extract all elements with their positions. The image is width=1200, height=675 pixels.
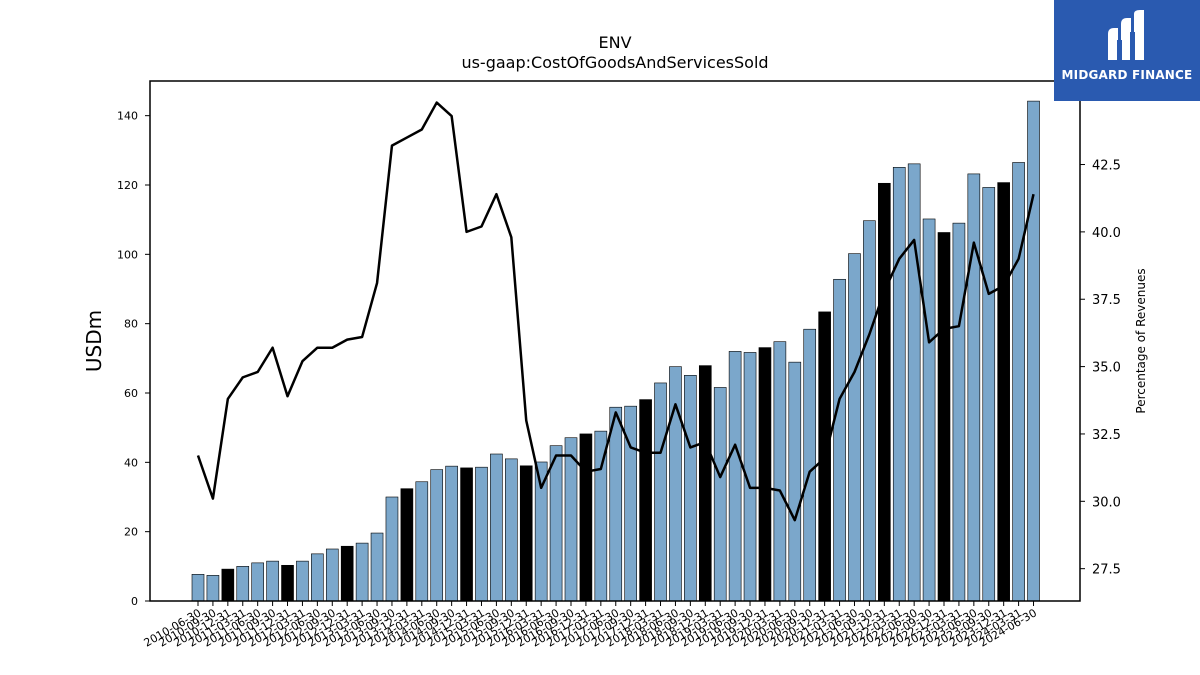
bar-2014-09-30 xyxy=(445,465,458,602)
bar-2018-03-31 xyxy=(654,382,667,602)
bar-2016-09-30 xyxy=(564,437,578,602)
percentage-of-revenues-line xyxy=(196,101,1035,522)
logo-text: MIDGARD FINANCE xyxy=(1061,68,1193,82)
bar-2013-09-30 xyxy=(385,496,399,602)
y2-tick-label: 32.5 xyxy=(1092,428,1121,443)
chart-subtitle: us-gaap:CostOfGoodsAndServicesSold xyxy=(461,53,768,72)
bar-2018-09-30 xyxy=(684,375,697,602)
bar-2015-06-30 xyxy=(490,453,503,602)
bar-2013-12-31 xyxy=(400,488,414,602)
y2-tick-label: 40.0 xyxy=(1092,226,1121,241)
bar-2017-06-30 xyxy=(609,406,623,602)
bar-2022-09-30 xyxy=(922,218,936,602)
bar-2018-06-30 xyxy=(669,366,682,602)
bar-2010-06-30 xyxy=(191,574,205,602)
y2-tick-label: 42.5 xyxy=(1092,159,1121,174)
bar-2019-03-31 xyxy=(713,387,727,602)
bar-2015-12-31 xyxy=(519,465,533,602)
bar-2023-03-31 xyxy=(952,222,966,602)
y-tick-label: 40 xyxy=(124,456,138,469)
bar-2016-12-31 xyxy=(579,433,593,602)
y-tick-label: 80 xyxy=(124,318,138,331)
bar-2012-06-30 xyxy=(311,553,324,602)
bar-2010-12-31 xyxy=(221,568,235,602)
chart-title: ENV xyxy=(598,33,631,52)
y2-axis: 27.5 30.0 32.5 35.0 37.5 40.0 42.5 xyxy=(1080,159,1121,578)
bar-2013-03-31 xyxy=(355,542,369,602)
y-axis-label: USDm xyxy=(82,310,106,372)
bar-2011-12-31 xyxy=(281,564,294,602)
bar-2012-03-31 xyxy=(296,560,309,602)
bar-series xyxy=(191,100,1040,602)
bar-2019-12-31 xyxy=(758,347,772,602)
midgard-logo-icon xyxy=(1108,10,1144,60)
bar-2018-12-31 xyxy=(698,365,712,602)
bar-2015-09-30 xyxy=(505,458,518,602)
bar-2014-03-31 xyxy=(415,481,429,602)
y2-axis-label: Percentage of Revenues xyxy=(1134,268,1148,413)
bar-2023-12-31 xyxy=(997,182,1010,602)
y-axis: 0 20 40 60 80 100 120 140 xyxy=(117,110,150,608)
bar-2024-06-30 xyxy=(1027,100,1040,602)
bar-2014-06-30 xyxy=(430,469,444,602)
y-tick-label: 60 xyxy=(124,387,138,400)
bar-2023-06-30 xyxy=(967,173,981,602)
y-tick-label: 0 xyxy=(131,595,138,608)
bar-2022-06-30 xyxy=(907,163,921,602)
bar-2022-12-31 xyxy=(937,232,951,602)
bar-2021-12-31 xyxy=(878,182,891,602)
bar-2020-03-31 xyxy=(773,341,787,602)
bar-2021-03-31 xyxy=(833,278,846,602)
plot-frame xyxy=(149,80,1081,602)
bar-2010-09-30 xyxy=(206,575,220,602)
bar-2014-12-31 xyxy=(460,467,473,602)
bar-2021-09-30 xyxy=(863,220,876,602)
bar-2012-09-30 xyxy=(325,548,339,602)
bar-2011-09-30 xyxy=(266,560,279,602)
y-tick-label: 140 xyxy=(117,110,138,123)
y2-tick-label: 35.0 xyxy=(1092,361,1121,376)
bar-2020-09-30 xyxy=(803,328,817,602)
y2-tick-label: 27.5 xyxy=(1092,563,1121,578)
bar-2024-03-31 xyxy=(1012,162,1025,602)
bar-2019-06-30 xyxy=(728,351,742,602)
bar-2016-06-30 xyxy=(549,445,563,602)
bar-2021-06-30 xyxy=(848,253,861,602)
bar-2020-06-30 xyxy=(788,361,802,602)
y-tick-label: 120 xyxy=(117,179,138,192)
bar-2022-03-31 xyxy=(892,167,906,602)
bar-2011-03-31 xyxy=(236,566,250,602)
bar-2011-06-30 xyxy=(251,562,264,602)
brand-logo: MIDGARD FINANCE xyxy=(1054,0,1200,101)
y-tick-label: 100 xyxy=(117,248,138,261)
bar-2017-12-31 xyxy=(639,399,652,602)
bar-2012-12-31 xyxy=(340,545,354,602)
bar-2023-09-30 xyxy=(982,187,996,602)
y-tick-label: 20 xyxy=(124,526,138,539)
y2-tick-label: 37.5 xyxy=(1092,293,1121,308)
line-series xyxy=(196,101,1035,522)
y2-tick-label: 30.0 xyxy=(1092,495,1121,510)
x-axis: 2010-06-302010-09-302010-12-312011-03-31… xyxy=(142,601,1039,650)
bar-2013-06-30 xyxy=(370,532,384,602)
bar-2015-03-31 xyxy=(475,466,488,602)
